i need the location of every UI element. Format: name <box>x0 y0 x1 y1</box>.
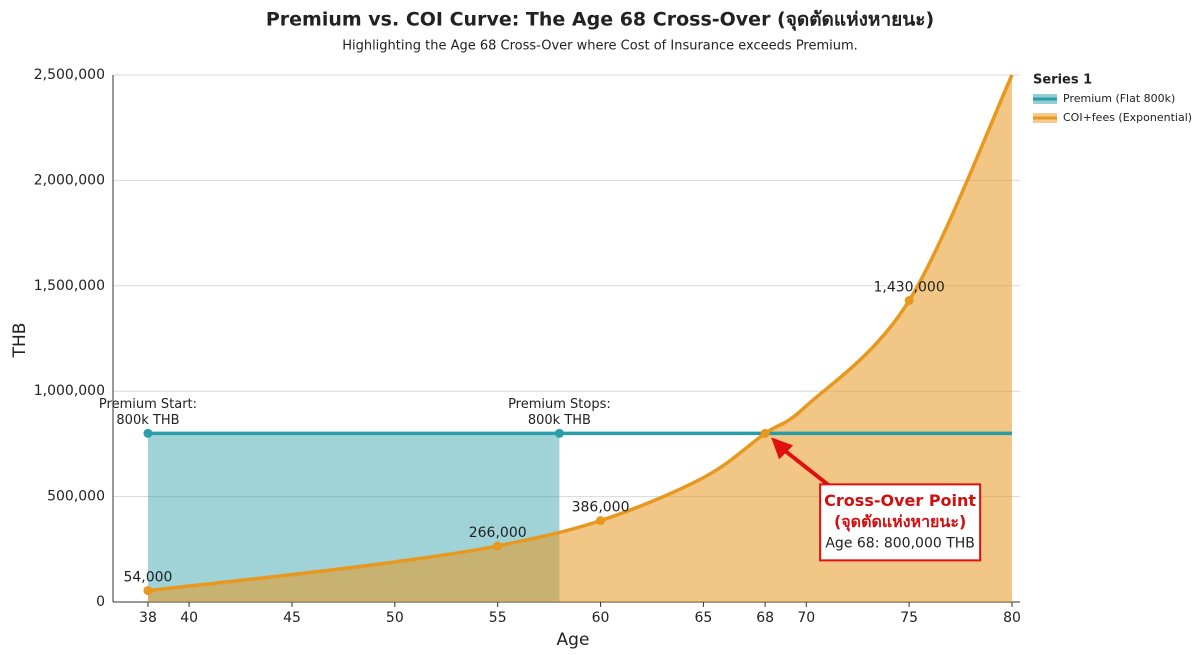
crossover-point <box>760 428 770 438</box>
callout-text: (จุดตัดแห่งหายนะ) <box>834 512 966 532</box>
x-tick-label: 70 <box>797 610 815 626</box>
y-tick-label: 2,500,000 <box>34 67 105 83</box>
data-label: 386,000 <box>572 500 630 516</box>
y-tick-label: 2,000,000 <box>34 172 105 188</box>
chart-subtitle: Highlighting the Age 68 Cross-Over where… <box>342 39 858 54</box>
y-tick-label: 1,500,000 <box>34 278 105 294</box>
data-label: 1,430,000 <box>874 280 945 296</box>
x-axis-label: Age <box>557 630 590 650</box>
x-tick-label: 68 <box>756 610 774 626</box>
annotation: 800k THB <box>116 413 179 428</box>
legend-label: Premium (Flat 800k) <box>1063 92 1175 105</box>
coi-point <box>904 296 914 306</box>
callout-box <box>819 483 982 562</box>
annotation: Premium Start: <box>99 397 197 412</box>
y-tick-label: 0 <box>96 594 105 610</box>
x-tick-label: 45 <box>283 610 301 626</box>
data-label: 266,000 <box>469 525 527 541</box>
chart-title: Premium vs. COI Curve: The Age 68 Cross-… <box>266 9 934 32</box>
x-tick-label: 75 <box>900 610 918 626</box>
premium-point <box>554 428 564 438</box>
data-label: 54,000 <box>123 570 172 586</box>
legend-label: COI+fees (Exponential) <box>1063 111 1192 124</box>
callout-arrow <box>781 447 832 488</box>
y-axis-label: THB <box>10 323 30 359</box>
annotation: Premium Stops: <box>508 397 611 412</box>
x-tick-label: 50 <box>386 610 404 626</box>
coi-point <box>143 586 153 596</box>
coi-line <box>147 74 1014 593</box>
x-tick-label: 80 <box>1003 610 1021 626</box>
callout-text: Cross-Over Point <box>824 491 976 510</box>
y-tick-label: 1,000,000 <box>34 383 105 399</box>
premium-point <box>143 428 153 438</box>
callout-arrowhead <box>771 437 794 460</box>
x-tick-label: 55 <box>489 610 507 626</box>
coi-point <box>596 516 606 526</box>
coi-area <box>147 75 1012 602</box>
x-tick-label: 40 <box>180 610 198 626</box>
x-tick-label: 65 <box>695 610 713 626</box>
annotation: 800k THB <box>528 413 591 428</box>
y-tick-label: 500,000 <box>47 489 105 505</box>
coi-point <box>493 541 503 551</box>
x-tick-label: 38 <box>139 610 157 626</box>
x-tick-label: 60 <box>592 610 610 626</box>
legend-title: Series 1 <box>1033 73 1092 88</box>
callout-text: Age 68: 800,000 THB <box>825 535 975 551</box>
